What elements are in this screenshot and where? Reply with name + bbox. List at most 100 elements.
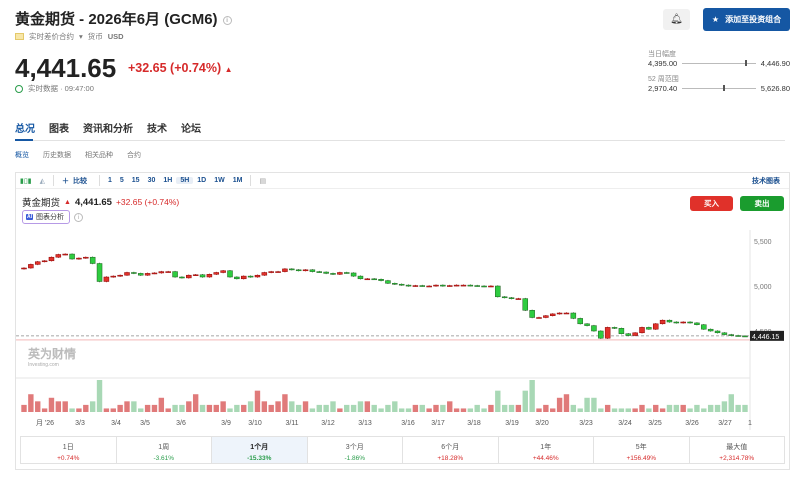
triangle-up-icon: ▲ [64, 198, 71, 206]
x-tick-label: 3/19 [505, 420, 519, 427]
add-alert-button[interactable]: 🔔︎ [663, 9, 690, 30]
interval-1D[interactable]: 1D [197, 177, 207, 184]
area-chart-icon[interactable]: ◭ [39, 177, 45, 185]
volume-bar [241, 404, 247, 412]
y-tick-label: 5,500 [754, 239, 772, 246]
volume-bar [186, 401, 192, 412]
candle [515, 298, 522, 300]
volume-bar [378, 408, 384, 412]
candle [701, 324, 707, 330]
add-to-portfolio-button[interactable]: ★ 添加至投资组合 [703, 8, 790, 31]
period-6[interactable]: 5年 +156.49% [594, 437, 690, 463]
performance-periods: 1日 +0.74% 1周 -3.61% 1个月 -15.33% 3个月 -1.86% 6个月 +1… [20, 436, 785, 464]
sell-button[interactable]: 卖出 [740, 196, 784, 211]
subtab-3[interactable]: 合约 [127, 152, 141, 159]
x-tick-label: 3/18 [467, 420, 481, 427]
subtab-0[interactable]: 概览 [15, 152, 29, 159]
volume-bar [447, 401, 453, 412]
candle [89, 256, 96, 264]
volume-bar [138, 408, 144, 412]
volume-bar [687, 408, 693, 412]
candle [282, 268, 288, 272]
period-0[interactable]: 1日 +0.74% [21, 437, 117, 463]
candle [378, 279, 384, 281]
period-3[interactable]: 3个月 -1.86% [308, 437, 403, 463]
interval-1M[interactable]: 1M [232, 177, 243, 184]
compare-button[interactable]: ＋比较 [61, 177, 87, 185]
period-change: -3.61% [153, 455, 175, 462]
volume-bar [556, 397, 563, 412]
period-2[interactable]: 1个月 -15.33% [212, 437, 308, 463]
candle [172, 271, 178, 278]
x-tick-label: 3/24 [618, 420, 632, 427]
candle [549, 313, 556, 316]
volume-bar [309, 408, 316, 412]
candle [234, 276, 240, 280]
ai-chart-analysis-button[interactable]: AI 图表分析 [22, 210, 70, 224]
currency: USD [107, 32, 124, 41]
candle [323, 271, 329, 274]
volume-bar [625, 408, 631, 412]
volume-bar [83, 404, 89, 412]
candle [343, 272, 350, 274]
candle [728, 334, 735, 336]
x-tick-label: 3/10 [248, 420, 262, 427]
tab-0[interactable]: 总况 [15, 124, 35, 135]
volume-bar [213, 404, 219, 412]
period-label: 1个月 [250, 444, 269, 451]
interval-1W[interactable]: 1W [214, 177, 225, 184]
interval-1[interactable]: 1 [107, 177, 112, 184]
volume-bar [192, 394, 199, 412]
subtab-1[interactable]: 历史数据 [43, 152, 71, 159]
volume-bar [295, 404, 302, 412]
period-4[interactable]: 6个月 +18.28% [403, 437, 499, 463]
volume-bar [110, 408, 116, 412]
candle [563, 312, 570, 315]
tab-2[interactable]: 资讯和分析 [83, 124, 133, 135]
contract-type-dropdown[interactable]: 实时差价合约 [29, 32, 74, 41]
price-change: +32.65 (+0.74%) ▲ [128, 61, 233, 75]
buy-button[interactable]: 买入 [690, 196, 733, 211]
candle [96, 263, 103, 282]
candle [618, 328, 625, 334]
week52-range-bar [682, 85, 756, 91]
info-icon[interactable]: i [222, 16, 232, 25]
interval-5[interactable]: 5 [119, 177, 124, 184]
volume-bar [735, 404, 741, 412]
volume-bar [701, 408, 707, 412]
tab-1[interactable]: 图表 [49, 124, 69, 135]
candle [632, 332, 638, 336]
period-1[interactable]: 1周 -3.61% [117, 437, 212, 463]
volume-bar [172, 404, 178, 412]
period-5[interactable]: 1年 +44.46% [499, 437, 594, 463]
interval-5H[interactable]: 5H [176, 177, 194, 184]
clock-icon [15, 84, 23, 93]
candle [192, 274, 199, 276]
candlestick-icon[interactable]: ▮▯▮ [20, 177, 32, 185]
candle [110, 275, 117, 278]
volume-bar [426, 408, 432, 412]
candle [639, 327, 645, 334]
triangle-up-icon: ▲ [224, 65, 233, 74]
interval-30[interactable]: 30 [147, 177, 156, 184]
interval-15[interactable]: 15 [131, 177, 140, 184]
candle [227, 270, 233, 278]
tab-3[interactable]: 技术 [147, 124, 167, 135]
period-label: 1周 [158, 444, 170, 451]
subtab-2[interactable]: 相关品种 [85, 152, 113, 159]
period-7[interactable]: 最大值 +2,314.78% [690, 437, 785, 463]
interval-1H[interactable]: 1H [163, 177, 173, 184]
volume-bar [419, 404, 425, 412]
tech-chart-link[interactable]: 技术图表 [752, 178, 780, 185]
calendar-icon[interactable]: ▤ [259, 177, 267, 185]
x-tick-label: 3/16 [401, 420, 415, 427]
x-tick-label: 3/27 [718, 420, 732, 427]
candle [330, 273, 336, 275]
volume-bar [165, 408, 171, 412]
tab-4[interactable]: 论坛 [181, 124, 201, 135]
candle [357, 275, 364, 280]
ai-icon: AI [26, 214, 33, 220]
info-icon[interactable]: i [74, 213, 83, 222]
candle [666, 319, 673, 323]
